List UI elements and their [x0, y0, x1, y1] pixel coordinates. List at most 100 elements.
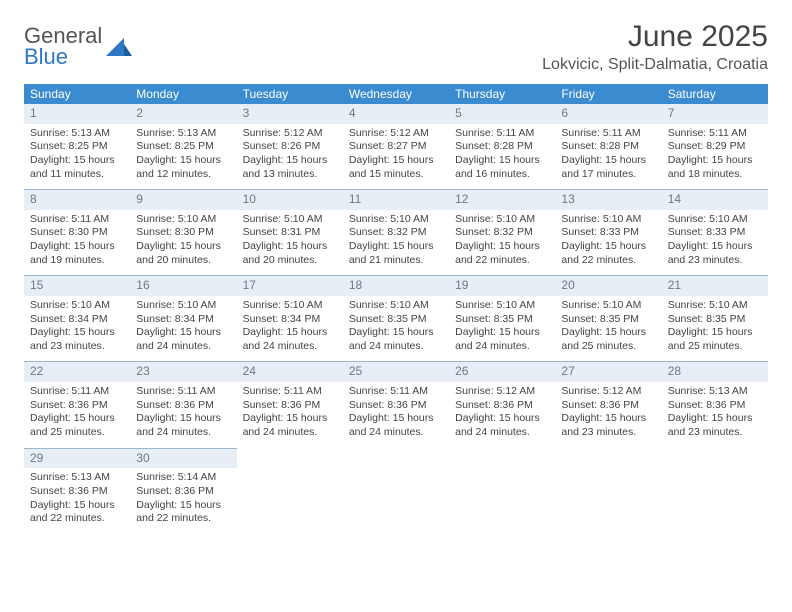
day-number: 2 [130, 104, 236, 124]
daylight-line: Daylight: 15 hours and 25 minutes. [668, 326, 762, 353]
title-block: June 2025 Lokvicic, Split-Dalmatia, Croa… [542, 20, 768, 74]
sunrise-line: Sunrise: 5:11 AM [30, 385, 124, 399]
day-info-row: Sunrise: 5:11 AMSunset: 8:36 PMDaylight:… [24, 382, 768, 448]
empty-cell [237, 468, 343, 534]
empty-cell [555, 468, 661, 534]
day-number: 27 [555, 362, 661, 382]
empty-cell [343, 468, 449, 534]
daylight-line: Daylight: 15 hours and 16 minutes. [455, 154, 549, 181]
sunset-line: Sunset: 8:30 PM [30, 226, 124, 240]
day-cell: Sunrise: 5:10 AMSunset: 8:35 PMDaylight:… [555, 296, 661, 362]
day-cell: Sunrise: 5:13 AMSunset: 8:25 PMDaylight:… [24, 124, 130, 190]
sunrise-line: Sunrise: 5:12 AM [455, 385, 549, 399]
sunrise-line: Sunrise: 5:12 AM [243, 127, 337, 141]
daylight-line: Daylight: 15 hours and 24 minutes. [349, 412, 443, 439]
daylight-line: Daylight: 15 hours and 20 minutes. [136, 240, 230, 267]
sunrise-line: Sunrise: 5:11 AM [561, 127, 655, 141]
sunrise-line: Sunrise: 5:13 AM [136, 127, 230, 141]
day-cell: Sunrise: 5:10 AMSunset: 8:35 PMDaylight:… [343, 296, 449, 362]
day-number: 17 [237, 276, 343, 296]
sunset-line: Sunset: 8:36 PM [668, 399, 762, 413]
day-number-row: 15161718192021 [24, 276, 768, 296]
day-number: 21 [662, 276, 768, 296]
day-number: 20 [555, 276, 661, 296]
daylight-line: Daylight: 15 hours and 24 minutes. [136, 412, 230, 439]
weekday-header: Saturday [662, 84, 768, 104]
weekday-header: Tuesday [237, 84, 343, 104]
daylight-line: Daylight: 15 hours and 22 minutes. [136, 499, 230, 526]
day-cell: Sunrise: 5:10 AMSunset: 8:32 PMDaylight:… [449, 210, 555, 276]
sunrise-line: Sunrise: 5:11 AM [455, 127, 549, 141]
empty-cell [237, 448, 343, 468]
daylight-line: Daylight: 15 hours and 20 minutes. [243, 240, 337, 267]
weekday-header: Thursday [449, 84, 555, 104]
day-number: 3 [237, 104, 343, 124]
day-number: 30 [130, 448, 236, 468]
daylight-line: Daylight: 15 hours and 23 minutes. [668, 412, 762, 439]
day-cell: Sunrise: 5:12 AMSunset: 8:36 PMDaylight:… [555, 382, 661, 448]
daylight-line: Daylight: 15 hours and 23 minutes. [668, 240, 762, 267]
calendar-table: SundayMondayTuesdayWednesdayThursdayFrid… [24, 84, 768, 534]
day-number: 23 [130, 362, 236, 382]
sunrise-line: Sunrise: 5:11 AM [668, 127, 762, 141]
daylight-line: Daylight: 15 hours and 18 minutes. [668, 154, 762, 181]
sunrise-line: Sunrise: 5:11 AM [30, 213, 124, 227]
brand-logo: General Blue [24, 20, 132, 68]
sunset-line: Sunset: 8:33 PM [561, 226, 655, 240]
empty-cell [449, 448, 555, 468]
brand-triangle-icon [106, 38, 132, 56]
sunrise-line: Sunrise: 5:12 AM [561, 385, 655, 399]
sunset-line: Sunset: 8:36 PM [561, 399, 655, 413]
daylight-line: Daylight: 15 hours and 21 minutes. [349, 240, 443, 267]
day-number: 15 [24, 276, 130, 296]
title-month: June 2025 [542, 20, 768, 54]
daylight-line: Daylight: 15 hours and 22 minutes. [561, 240, 655, 267]
daylight-line: Daylight: 15 hours and 24 minutes. [455, 326, 549, 353]
day-number: 16 [130, 276, 236, 296]
day-number: 28 [662, 362, 768, 382]
sunset-line: Sunset: 8:35 PM [561, 313, 655, 327]
weekday-header: Friday [555, 84, 661, 104]
header: General Blue June 2025 Lokvicic, Split-D… [24, 20, 768, 74]
day-number: 22 [24, 362, 130, 382]
sunset-line: Sunset: 8:36 PM [136, 485, 230, 499]
sunrise-line: Sunrise: 5:13 AM [668, 385, 762, 399]
day-number: 1 [24, 104, 130, 124]
calendar-body: 1234567Sunrise: 5:13 AMSunset: 8:25 PMDa… [24, 104, 768, 534]
sunrise-line: Sunrise: 5:10 AM [349, 213, 443, 227]
sunrise-line: Sunrise: 5:10 AM [349, 299, 443, 313]
day-number: 4 [343, 104, 449, 124]
sunrise-line: Sunrise: 5:10 AM [668, 213, 762, 227]
daylight-line: Daylight: 15 hours and 24 minutes. [136, 326, 230, 353]
day-cell: Sunrise: 5:12 AMSunset: 8:27 PMDaylight:… [343, 124, 449, 190]
day-number-row: 1234567 [24, 104, 768, 124]
sunset-line: Sunset: 8:35 PM [349, 313, 443, 327]
daylight-line: Daylight: 15 hours and 22 minutes. [30, 499, 124, 526]
daylight-line: Daylight: 15 hours and 15 minutes. [349, 154, 443, 181]
day-cell: Sunrise: 5:11 AMSunset: 8:29 PMDaylight:… [662, 124, 768, 190]
sunrise-line: Sunrise: 5:10 AM [561, 213, 655, 227]
sunset-line: Sunset: 8:26 PM [243, 140, 337, 154]
sunrise-line: Sunrise: 5:10 AM [668, 299, 762, 313]
day-number: 11 [343, 190, 449, 210]
sunrise-line: Sunrise: 5:10 AM [136, 213, 230, 227]
sunset-line: Sunset: 8:31 PM [243, 226, 337, 240]
day-info-row: Sunrise: 5:13 AMSunset: 8:25 PMDaylight:… [24, 124, 768, 190]
sunset-line: Sunset: 8:25 PM [30, 140, 124, 154]
day-number: 6 [555, 104, 661, 124]
sunrise-line: Sunrise: 5:10 AM [243, 299, 337, 313]
sunrise-line: Sunrise: 5:13 AM [30, 127, 124, 141]
daylight-line: Daylight: 15 hours and 24 minutes. [243, 326, 337, 353]
day-cell: Sunrise: 5:10 AMSunset: 8:34 PMDaylight:… [130, 296, 236, 362]
day-cell: Sunrise: 5:13 AMSunset: 8:36 PMDaylight:… [24, 468, 130, 534]
day-cell: Sunrise: 5:10 AMSunset: 8:33 PMDaylight:… [662, 210, 768, 276]
sunset-line: Sunset: 8:28 PM [455, 140, 549, 154]
sunset-line: Sunset: 8:35 PM [455, 313, 549, 327]
empty-cell [555, 448, 661, 468]
brand-text: General Blue [24, 26, 102, 68]
weekday-header: Wednesday [343, 84, 449, 104]
day-cell: Sunrise: 5:10 AMSunset: 8:35 PMDaylight:… [449, 296, 555, 362]
sunrise-line: Sunrise: 5:10 AM [455, 213, 549, 227]
day-number: 18 [343, 276, 449, 296]
sunrise-line: Sunrise: 5:13 AM [30, 471, 124, 485]
